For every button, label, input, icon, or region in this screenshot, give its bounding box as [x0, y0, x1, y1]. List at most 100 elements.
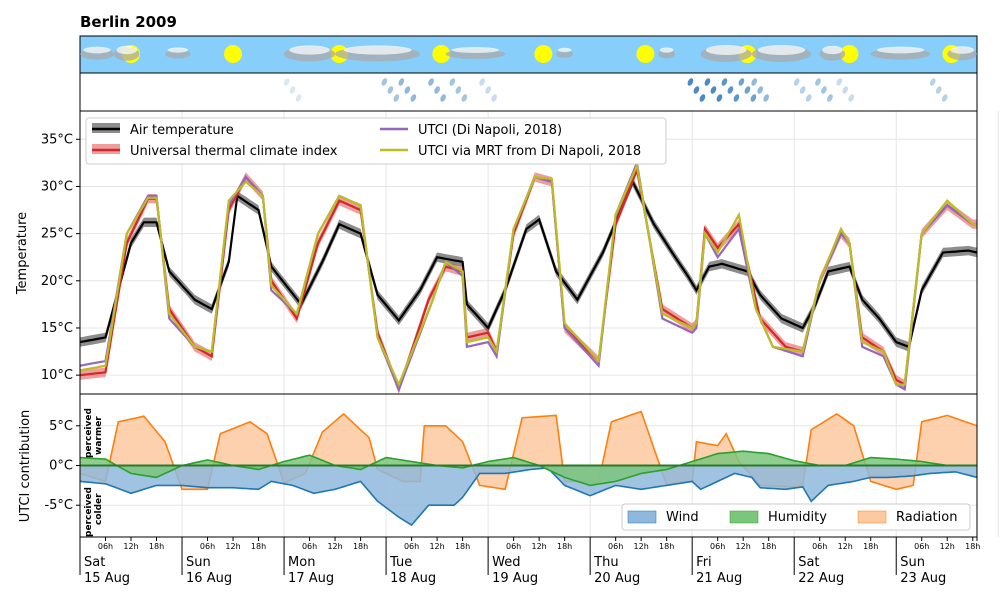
wind-area — [80, 465, 977, 526]
chart-title: Berlin 2009 — [80, 13, 177, 31]
rain-drop-icon — [404, 86, 411, 94]
rain-drop-icon — [815, 78, 821, 86]
hour-tick-label: 12h — [634, 542, 649, 551]
day-weekday-label: Sun — [900, 555, 925, 570]
rain-drop-icon — [434, 86, 440, 94]
perceived-warmer-label: perceived — [84, 408, 94, 458]
rain-drop-icon — [283, 78, 290, 86]
rain-drop-icon — [751, 78, 758, 86]
rain-drop-icon — [289, 86, 296, 94]
rain-drop-icon — [941, 94, 948, 102]
rain-drop-icon — [716, 94, 723, 102]
hour-tick-label: 06h — [914, 542, 929, 551]
hour-tick-label: 12h — [429, 542, 444, 551]
sun-icon — [840, 45, 859, 63]
utci-contribution-axis-label: UTCI contribution — [18, 410, 33, 523]
air-band — [80, 177, 977, 352]
rain-drop-icon — [699, 94, 706, 102]
hour-tick-label: 12h — [225, 542, 240, 551]
rain-drop-icon — [733, 94, 740, 102]
rain-drop-icon — [848, 94, 855, 102]
hour-tick-label: 06h — [302, 542, 317, 551]
hour-tick-label: 12h — [327, 542, 342, 551]
day-weekday-label: Tue — [389, 555, 412, 570]
y-tick-label: 15°C — [41, 321, 73, 336]
rain-drop-icon — [763, 94, 770, 102]
cloud-icon — [289, 45, 330, 55]
rain-drop-icon — [805, 94, 812, 102]
cloud-icon — [822, 45, 843, 55]
hour-tick-label: 12h — [532, 542, 547, 551]
hour-tick-label: 12h — [940, 542, 955, 551]
hour-tick-label: 18h — [761, 542, 776, 551]
rain-drop-icon — [799, 86, 806, 94]
legend-label: UTCI via MRT from Di Napoli, 2018 — [418, 144, 641, 159]
day-date-label: 16 Aug — [186, 571, 232, 586]
rain-drop-icon — [821, 86, 827, 94]
legend-swatch — [627, 510, 657, 524]
rain-drop-icon — [491, 94, 497, 102]
rain-drop-icon — [710, 86, 717, 94]
rain-drop-icon — [479, 78, 485, 86]
sun-icon — [636, 45, 655, 63]
sun-icon — [224, 45, 243, 63]
legend-label: Air temperature — [130, 123, 234, 138]
y-tick-label: -5°C — [44, 498, 73, 513]
hour-tick-label: 18h — [659, 542, 674, 551]
legend-label: Wind — [666, 510, 699, 525]
rain-drop-icon — [744, 86, 751, 94]
rain-drop-icon — [935, 86, 942, 94]
hour-tick-label: 06h — [812, 542, 827, 551]
legend-label: Universal thermal climate index — [130, 144, 338, 159]
day-weekday-label: Sun — [186, 555, 211, 570]
rain-drop-icon — [793, 78, 800, 86]
legend-label: Radiation — [896, 510, 957, 525]
hour-tick-label: 06h — [710, 542, 725, 551]
day-date-label: 23 Aug — [900, 571, 946, 586]
cloud-icon — [757, 45, 806, 55]
legend-label: UTCI (Di Napoli, 2018) — [418, 123, 562, 138]
y-tick-label: 25°C — [41, 227, 73, 242]
rain-drop-icon — [693, 86, 700, 94]
sun-icon — [534, 45, 553, 63]
y-tick-label: 5°C — [49, 419, 73, 434]
rain-drop-icon — [757, 86, 764, 94]
cloud-icon — [116, 45, 137, 55]
day-weekday-label: Sat — [84, 555, 105, 570]
day-date-label: 22 Aug — [798, 571, 844, 586]
hour-tick-label: 06h — [506, 542, 521, 551]
air-line — [80, 179, 977, 349]
hour-tick-label: 06h — [98, 542, 113, 551]
rain-drop-icon — [398, 78, 405, 86]
rain-drop-icon — [687, 78, 694, 86]
hour-tick-label: 12h — [838, 542, 853, 551]
rain-drop-icon — [704, 78, 711, 86]
rain-drop-icon — [410, 94, 417, 102]
hour-tick-label: 12h — [736, 542, 751, 551]
temperature-legend: Air temperature Universal thermal climate… — [85, 117, 667, 165]
hour-tick-label: 18h — [557, 542, 572, 551]
rain-drop-icon — [738, 78, 745, 86]
humidity-area — [80, 451, 977, 486]
y-tick-label: 30°C — [41, 179, 73, 194]
rain-drop-icon — [295, 94, 302, 102]
day-date-label: 17 Aug — [288, 571, 334, 586]
y-tick-label: 0°C — [49, 459, 73, 474]
mrt-line — [80, 161, 977, 388]
cloud-icon — [705, 45, 747, 55]
rain-drop-icon — [428, 78, 434, 86]
rain-drop-icon — [440, 94, 446, 102]
cloud-icon — [876, 46, 925, 54]
sun-icon — [432, 45, 451, 63]
hour-tick-label: 18h — [149, 542, 164, 551]
hour-tick-label: 18h — [965, 542, 980, 551]
y-tick-label: 20°C — [41, 274, 73, 289]
legend-label: Humidity — [768, 510, 827, 525]
rain-drop-icon — [393, 94, 400, 102]
rain-drop-icon — [485, 86, 491, 94]
temperature-panel: 10°C 15°C 20°C 25°C 30°C 35°C — [41, 110, 999, 395]
rain-drop-icon — [842, 86, 849, 94]
